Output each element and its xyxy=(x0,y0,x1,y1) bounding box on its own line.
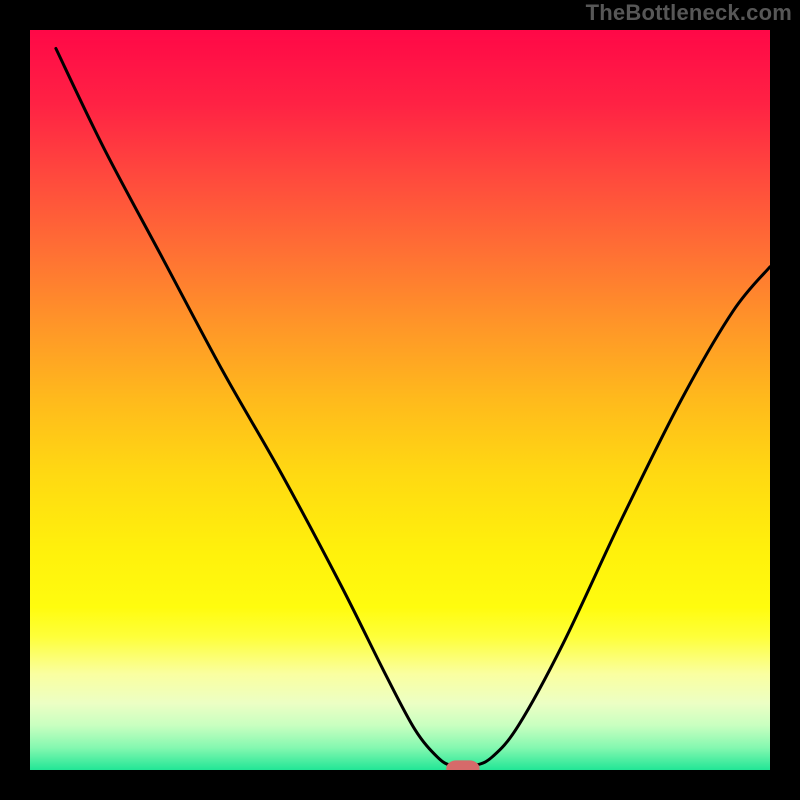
watermark-text: TheBottleneck.com xyxy=(586,0,792,26)
gradient-background xyxy=(30,30,770,770)
bottleneck-chart xyxy=(0,0,800,800)
chart-container: TheBottleneck.com xyxy=(0,0,800,800)
